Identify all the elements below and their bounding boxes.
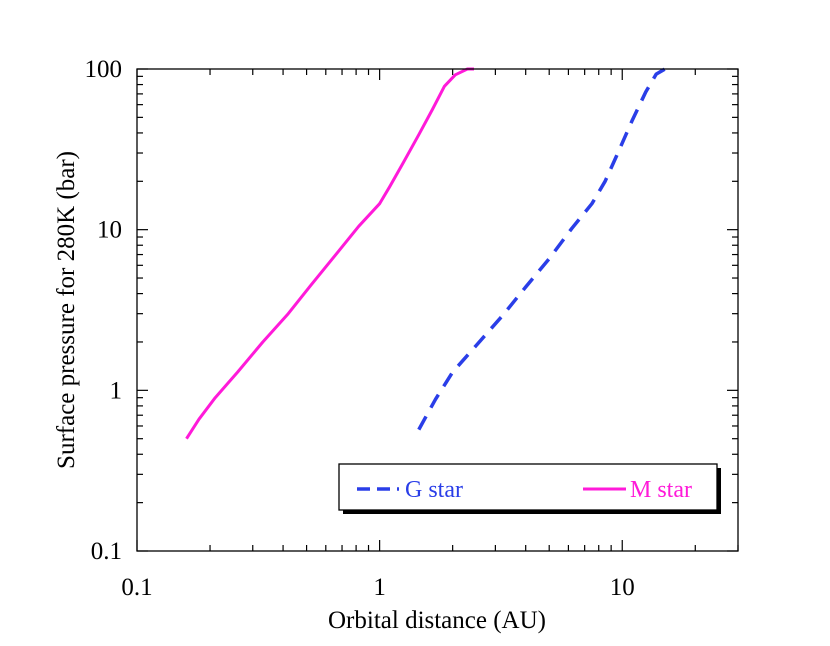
g-star-line: [417, 67, 666, 431]
y-tick-label: 100: [85, 56, 123, 83]
legend-g-star-label: G star: [405, 477, 463, 503]
x-tick-label: 1: [373, 574, 386, 601]
y-axis-label: Surface pressure for 280K (bar): [53, 151, 80, 469]
y-tick-label: 1: [110, 377, 123, 404]
tick-marks: [136, 68, 739, 552]
x-tick-label: 0.1: [121, 574, 152, 601]
y-tick-label: 10: [97, 217, 122, 244]
y-tick-label: 0.1: [91, 538, 122, 565]
series-lines: [185, 67, 666, 440]
tick-labels: 0.1 1 10 0.1 1 10 100: [85, 56, 635, 601]
x-tick-label: 10: [610, 574, 635, 601]
legend-m-star-label: M star: [630, 477, 692, 503]
plot-frame: [136, 68, 739, 552]
legend: G star M star: [338, 463, 721, 514]
legend-box: [338, 463, 718, 511]
m-star-line: [185, 67, 474, 440]
x-axis-label: Orbital distance (AU): [328, 607, 546, 634]
